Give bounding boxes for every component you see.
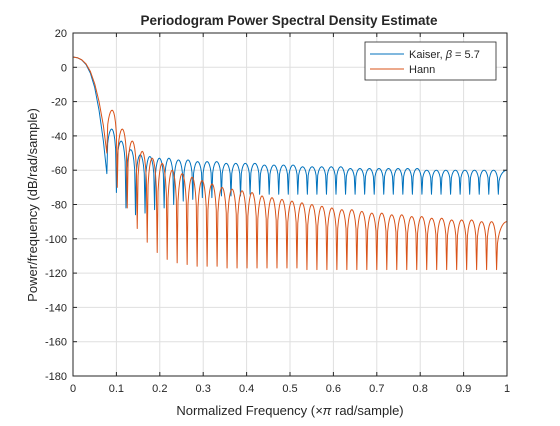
x-tick-label: 0.3 bbox=[196, 383, 211, 395]
y-tick-label: 0 bbox=[61, 62, 67, 74]
x-tick-label: 0.2 bbox=[152, 383, 167, 395]
legend-box bbox=[364, 41, 497, 81]
x-axis-label-symbol: ×π bbox=[315, 403, 332, 418]
x-tick-label: 0 bbox=[70, 383, 76, 395]
y-tick-label: -40 bbox=[51, 131, 67, 143]
x-tick-label: 0.1 bbox=[109, 383, 124, 395]
x-axis-label-suffix: rad/sample) bbox=[331, 403, 403, 418]
legend-label-kaiser-prefix: Kaiser, bbox=[409, 49, 446, 61]
x-tick-label: 1 bbox=[504, 383, 510, 395]
y-tick-label: 20 bbox=[55, 28, 67, 40]
x-tick-label: 0.9 bbox=[456, 383, 471, 395]
x-tick-label: 0.8 bbox=[413, 383, 428, 395]
x-axis-label: Normalized Frequency (×π rad/sample) bbox=[176, 403, 403, 418]
y-tick-label: -100 bbox=[45, 234, 67, 246]
y-axis-label: Power/frequency (dB/rad/sample) bbox=[25, 108, 40, 302]
chart-title: Periodogram Power Spectral Density Estim… bbox=[140, 13, 438, 28]
x-tick-label: 0.4 bbox=[239, 383, 254, 395]
x-axis-label-prefix: Normalized Frequency ( bbox=[176, 403, 315, 418]
x-tick-label: 0.5 bbox=[282, 383, 297, 395]
legend-label-kaiser: Kaiser, β = 5.7 bbox=[409, 49, 480, 61]
y-tick-label: -160 bbox=[45, 337, 67, 349]
axis-ticks: 0 0.1 0.2 0.3 0.4 0.5 0.6 0.7 0.8 0.9 1 -180 -160 -14… bbox=[45, 28, 510, 395]
y-tick-label: -120 bbox=[45, 268, 67, 280]
legend-label-kaiser-suffix: = 5.7 bbox=[452, 49, 480, 61]
x-tick-label: 0.7 bbox=[369, 383, 384, 395]
y-tick-label: -80 bbox=[51, 200, 67, 212]
series-line-hann bbox=[72, 56, 508, 373]
y-tick-label: -140 bbox=[45, 302, 67, 314]
series-line-kaiser bbox=[72, 56, 508, 308]
legend-label-kaiser-symbol: β bbox=[445, 49, 453, 61]
y-tick-label: -60 bbox=[51, 165, 67, 177]
y-tick-label: -20 bbox=[51, 97, 67, 109]
x-tick-label: 0.6 bbox=[326, 383, 341, 395]
legend-label-hann: Hann bbox=[409, 64, 435, 76]
legend: Kaiser, β = 5.7 Hann bbox=[364, 41, 497, 81]
y-tick-label: -180 bbox=[45, 371, 67, 383]
series-layer bbox=[72, 56, 508, 373]
